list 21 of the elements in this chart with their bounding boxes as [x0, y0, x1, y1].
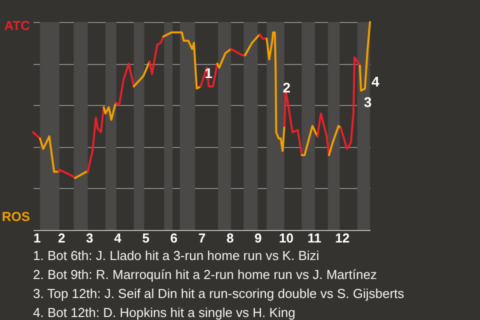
x-tick-label: 11: [307, 230, 322, 246]
annotation: 4: [371, 73, 380, 90]
x-tick-label: 12: [335, 230, 350, 246]
x-tick-label: 8: [226, 230, 234, 246]
x-tick-label: 6: [170, 230, 178, 246]
x-tick-label: 1: [34, 230, 41, 246]
annotation: 3: [364, 94, 372, 110]
annotation: 2: [282, 80, 291, 96]
x-tick-label: 7: [198, 230, 206, 246]
x-tick-label: 2: [58, 230, 66, 246]
x-tick-label: 10: [279, 230, 294, 246]
text: ROS: [2, 209, 30, 224]
text: 1. Bot 6th: J. Llado hit a 3-run home run vs K. Bizi: [33, 248, 320, 263]
text: ATC: [4, 18, 31, 33]
text: 4. Bot 12th: D. Hopkins hit a single vs H. King: [33, 305, 296, 320]
text: 3. Top 12th: J. Seif al Din hit a run-scoring double vs S. Gijsberts: [33, 286, 405, 301]
x-tick-label: 3: [86, 230, 94, 246]
x-tick-label: 5: [142, 230, 150, 246]
text: 2. Bot 9th: R. Marroquín hit a 2-run home run vs J. Martínez: [33, 267, 377, 282]
x-tick-label: 9: [254, 230, 262, 246]
x-tick-label: 4: [114, 230, 122, 246]
